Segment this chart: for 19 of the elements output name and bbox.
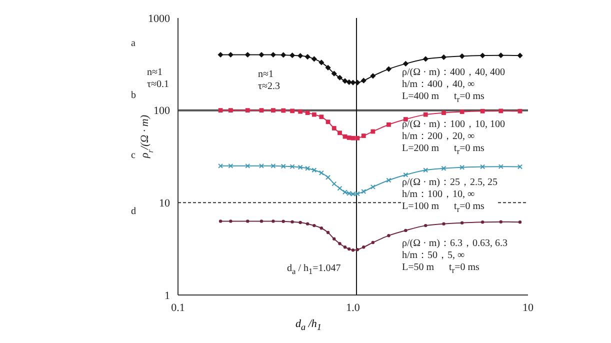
text: a [131,38,136,50]
y-tick-label: 1 [164,290,170,302]
text: c [131,150,136,162]
annotation: ρ/(Ω · m)：100，10, 100 h/m：200，20, ∞ L=200 m t$_{r}$=0 ms [402,119,505,158]
annotation: ρ/(Ω · m)：25，2.5, 25 h/m：100，10, ∞ L=100 m t$_{r}$=0 ms [402,177,498,216]
text: b [131,90,136,102]
text: d [131,206,136,218]
y-tick-label: 100 [154,105,170,118]
x-tick-label: 1.0 [346,302,360,314]
text: n≈1 τ≈0.1 [147,67,170,91]
x-tick-label: 10 [522,302,534,314]
x-tick-label: 0.1 [171,302,185,314]
y-tick-label: 1000 [148,12,170,25]
y-tick-label: 10 [159,198,170,210]
annotation: ρ/(Ω · m)：6.3，0.63, 6.3 h/m：50，5, ∞ L=50 m t$_{r}$=0 ms [402,238,508,277]
annotation: ρ/(Ω · m)：400，40, 400 h/m：400，40, ∞ L=400 m t$_{r}$=0 ms [402,67,505,106]
annotation: d$_{a}$ / h$_{1}$=1.047 [287,263,341,278]
x-axis-title: d$_{a}$ /h$_{1}$ [294,318,322,332]
annotation: n≈1 τ≈2.3 [258,69,280,93]
